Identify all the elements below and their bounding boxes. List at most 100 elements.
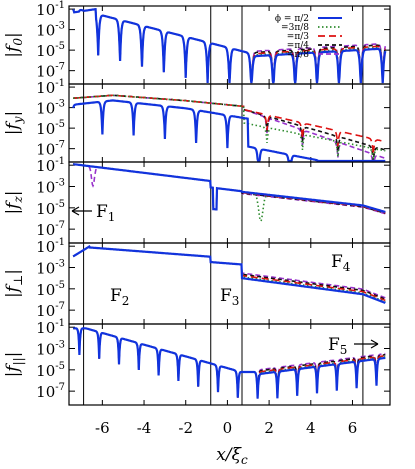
y-label-main: |f: [3, 283, 23, 298]
series-line-0: [72, 8, 387, 84]
y-tick-base: 10: [36, 100, 55, 118]
y-tick-base: 10: [36, 1, 55, 19]
y-tick-base: 10: [36, 260, 55, 278]
series-line-3: [72, 245, 386, 300]
y-tick-exp: -5: [55, 41, 65, 52]
annotation-sub: 3: [232, 294, 240, 308]
x-tick-label: 4: [306, 419, 316, 437]
y-tick-exp: -1: [55, 78, 65, 89]
y-label-tail: |: [3, 352, 23, 358]
series-line-1: [73, 163, 386, 223]
annotation-sub: 4: [343, 260, 351, 274]
series-line-0: [73, 327, 386, 399]
y-tick-base: 10: [36, 120, 55, 138]
annotation-label: F4: [331, 252, 351, 274]
y-axis-label: |f|||: [3, 352, 25, 378]
y-tick-base: 10: [36, 302, 55, 320]
y-label-main: |f: [3, 43, 23, 58]
curves: [72, 8, 387, 84]
x-tick-label: 2: [264, 419, 274, 437]
y-tick-exp: -7: [55, 301, 65, 312]
y-label-main: |f: [3, 200, 23, 215]
y-tick-base: 10: [36, 221, 55, 239]
y-tick-base: 10: [36, 341, 55, 359]
y-tick-exp: -3: [55, 21, 65, 32]
y-tick-base: 10: [36, 319, 55, 337]
y-tick-exp: -3: [55, 178, 65, 189]
y-label-tail: |: [3, 111, 23, 117]
x-tick-label: -4: [137, 419, 152, 437]
y-tick-label: 10-3: [36, 340, 65, 359]
y-tick-exp: -1: [55, 156, 65, 167]
y-tick-label: 10-3: [36, 21, 65, 40]
annotation-label: F2: [110, 286, 129, 308]
legend-label: =π/3: [287, 32, 309, 42]
y-tick-exp: -7: [55, 382, 65, 393]
series-line-0: [72, 244, 386, 304]
y-tick-label: 10-5: [36, 41, 65, 60]
y-tick-label: 10-5: [36, 280, 65, 299]
y-axis-label: |f0|: [3, 32, 25, 57]
y-label-main: |f: [3, 363, 23, 378]
curves: [72, 94, 386, 162]
legend-label: ϕ = π/2: [275, 14, 309, 24]
annotation-sub: 2: [122, 294, 130, 308]
panel-4: 10-110-310-510-7|f||| F5: [3, 318, 391, 406]
y-tick-base: 10: [36, 157, 55, 175]
y-label-main: |f: [3, 121, 23, 136]
x-tick-label: 6: [348, 419, 358, 437]
y-tick-label: 10-3: [36, 178, 65, 197]
y-tick-exp: -5: [55, 119, 65, 130]
y-tick-exp: -5: [55, 280, 65, 291]
y-label-sub: 0: [11, 38, 25, 46]
y-tick-label: 10-7: [36, 220, 65, 239]
panel-0: 10-110-310-510-7|f0|ϕ = π/2=3π/8=π/3=π/4…: [3, 0, 391, 85]
y-tick-exp: -3: [55, 340, 65, 351]
y-tick-exp: -7: [55, 62, 65, 73]
series-line-1: [73, 94, 386, 162]
y-tick-base: 10: [36, 141, 55, 159]
series-line-2: [73, 163, 386, 214]
y-tick-exp: -3: [55, 99, 65, 110]
annotation-sub: 1: [108, 210, 116, 224]
y-label-tail: |: [3, 32, 23, 38]
panel-frame: [68, 323, 391, 406]
y-tick-label: 10-5: [36, 199, 65, 218]
y-label-sub: ⊥: [11, 275, 25, 286]
y-tick-label: 10-7: [36, 382, 65, 401]
curves: [72, 244, 386, 304]
y-tick-base: 10: [36, 281, 55, 299]
y-label-tail: |: [3, 190, 23, 196]
y-tick-base: 10: [36, 238, 55, 256]
y-axis-label: |f⊥|: [3, 269, 25, 298]
panel-1: 10-110-310-510-7|fy|: [3, 78, 391, 163]
y-tick-exp: -1: [55, 237, 65, 248]
series-line-0: [73, 163, 386, 214]
legend-label: =π/4: [287, 41, 309, 51]
panel-2: 10-110-310-510-7|fz|F1: [3, 156, 391, 244]
annotation-arrowhead: [71, 206, 80, 216]
legend: ϕ = π/2=3π/8=π/3=π/4=π/8: [275, 14, 342, 60]
y-tick-exp: -1: [55, 318, 65, 329]
y-axis-label: |fy|: [3, 111, 25, 136]
y-tick-exp: -1: [55, 0, 65, 11]
y-tick-label: 10-3: [36, 99, 65, 118]
y-tick-label: 10-5: [36, 361, 65, 380]
y-tick-exp: -7: [55, 140, 65, 151]
y-tick-exp: -5: [55, 361, 65, 372]
y-tick-base: 10: [36, 362, 55, 380]
y-tick-label: 10-1: [36, 318, 65, 337]
x-tick-label: 0: [223, 419, 233, 437]
y-tick-label: 10-1: [36, 0, 65, 19]
y-tick-base: 10: [36, 22, 55, 40]
y-label-tail: |: [3, 269, 23, 275]
y-label-sub: z: [11, 196, 25, 204]
y-tick-label: 10-3: [36, 259, 65, 278]
y-tick-exp: -5: [55, 199, 65, 210]
x-tick-label: -2: [178, 419, 193, 437]
x-axis: x/ξc -6 -4 -2 0 2 4 6: [95, 419, 357, 467]
annotation-main: F: [220, 286, 232, 306]
curves: [73, 163, 386, 223]
y-tick-exp: -3: [55, 259, 65, 270]
